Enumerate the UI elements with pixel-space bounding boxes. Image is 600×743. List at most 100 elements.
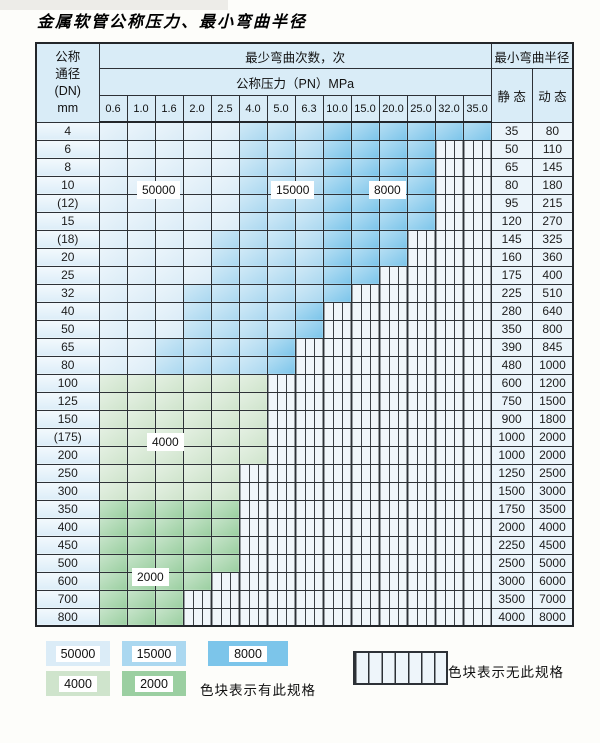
spec-cell-15000 — [266, 319, 296, 339]
no-spec-cell — [294, 445, 324, 465]
dn-cell: 125 — [35, 391, 100, 411]
no-spec-cell — [266, 589, 296, 609]
spec-cell-50000 — [182, 175, 212, 195]
no-spec-cell — [238, 481, 268, 501]
no-spec-cell — [462, 427, 492, 447]
spec-cell-50000 — [98, 319, 128, 339]
legend-swatch-label: 8000 — [229, 645, 267, 662]
spec-cell-50000 — [210, 121, 240, 141]
spec-cell-50000 — [210, 211, 240, 231]
spec-cell-4000 — [98, 481, 128, 501]
no-spec-cell — [406, 391, 436, 411]
spec-cell-50000 — [210, 175, 240, 195]
no-spec-cell — [322, 445, 352, 465]
dn-cell: 25 — [35, 265, 100, 285]
dynamic-radius-cell: 1500 — [531, 391, 574, 411]
spec-cell-4000 — [182, 409, 212, 429]
has-spec-caption: 色块表示有此规格 — [200, 683, 316, 698]
no-spec-cell — [266, 445, 296, 465]
spec-cell-15000 — [266, 139, 296, 159]
pressure-value-header: 1.6 — [154, 95, 184, 123]
static-radius-cell: 2500 — [490, 553, 533, 573]
spec-cell-4000 — [126, 373, 156, 393]
spec-cell-8000 — [322, 247, 352, 267]
dynamic-radius-cell: 325 — [531, 229, 574, 249]
table-row: 700 3500 7000 — [35, 589, 574, 609]
no-spec-cell — [350, 337, 380, 357]
no-spec-cell — [434, 283, 464, 303]
no-spec-cell — [462, 211, 492, 231]
spec-cell-2000 — [210, 499, 240, 519]
spec-cell-15000 — [182, 319, 212, 339]
no-spec-cell — [434, 499, 464, 519]
no-spec-cell — [294, 535, 324, 555]
no-spec-cell — [406, 463, 436, 483]
spec-cell-15000 — [266, 157, 296, 177]
table-row: 65 390 845 — [35, 337, 574, 357]
no-spec-cell — [434, 319, 464, 339]
no-spec-cell — [294, 409, 324, 429]
header-row-2: 公称压力（PN）MPa 静 态 动 态 — [36, 68, 574, 123]
no-spec-cell — [294, 373, 324, 393]
static-radius-cell: 80 — [490, 175, 533, 195]
spec-cell-50000 — [182, 193, 212, 213]
legend-swatch-50000: 50000 — [46, 641, 110, 666]
no-spec-cell — [434, 175, 464, 195]
spec-cell-50000 — [182, 121, 212, 141]
spec-cell-15000 — [294, 211, 324, 231]
spec-cell-2000 — [182, 499, 212, 519]
spec-cell-4000 — [98, 463, 128, 483]
pressure-value-header: 10.0 — [322, 95, 352, 123]
dn-cell: (18) — [35, 229, 100, 249]
spec-cell-15000 — [266, 121, 296, 141]
spec-cell-8000 — [350, 229, 380, 249]
legend-swatch-label: 50000 — [55, 645, 101, 662]
spec-cell-2000 — [210, 517, 240, 537]
static-radius-cell: 1500 — [490, 481, 533, 501]
no-spec-cell — [294, 589, 324, 609]
spec-cell-2000 — [126, 535, 156, 555]
no-spec-cell — [406, 589, 436, 609]
spec-cell-50000 — [126, 355, 156, 375]
static-radius-cell: 1000 — [490, 427, 533, 447]
dn-cell: 800 — [35, 607, 100, 627]
no-spec-cell — [378, 355, 408, 375]
dn-header-line: mm — [57, 100, 79, 115]
no-spec-cell — [406, 517, 436, 537]
spec-cell-50000 — [126, 229, 156, 249]
spec-cell-50000 — [154, 301, 184, 321]
no-spec-cell — [294, 427, 324, 447]
spec-cell-8000 — [322, 283, 352, 303]
table-row: 80 480 1000 — [35, 355, 574, 375]
table-row: 800 4000 8000 — [35, 607, 574, 627]
table-row: 20 160 360 — [35, 247, 574, 267]
spec-cell-8000 — [378, 247, 408, 267]
spec-cell-15000 — [238, 283, 268, 303]
pressure-value-header: 15.0 — [350, 95, 380, 123]
dn-cell: 40 — [35, 301, 100, 321]
no-spec-cell — [378, 427, 408, 447]
no-spec-cell — [322, 337, 352, 357]
spec-cell-50000 — [98, 121, 128, 141]
spec-cell-50000 — [98, 193, 128, 213]
no-spec-cell — [266, 373, 296, 393]
no-spec-cell — [462, 607, 492, 627]
spec-cell-50000 — [182, 229, 212, 249]
table-body: 4 35 80 6 50 110 8 65 145 10 80 180 (12) 95 215 15 120 27… — [35, 121, 574, 627]
spec-cell-8000 — [462, 121, 492, 141]
dynamic-radius-cell: 2500 — [531, 463, 574, 483]
no-spec-cell — [434, 229, 464, 249]
spec-cell-50000 — [126, 247, 156, 267]
dynamic-radius-cell: 180 — [531, 175, 574, 195]
spec-cell-8000 — [406, 175, 436, 195]
spec-cell-2000 — [98, 607, 128, 627]
no-spec-cell — [378, 499, 408, 519]
table-row: 25 175 400 — [35, 265, 574, 285]
static-radius-cell: 1250 — [490, 463, 533, 483]
spec-cell-15000 — [238, 265, 268, 285]
spec-cell-4000 — [126, 463, 156, 483]
no-spec-cell — [378, 553, 408, 573]
no-spec-cell — [434, 463, 464, 483]
spec-cell-4000 — [98, 445, 128, 465]
no-spec-cell — [294, 607, 324, 627]
